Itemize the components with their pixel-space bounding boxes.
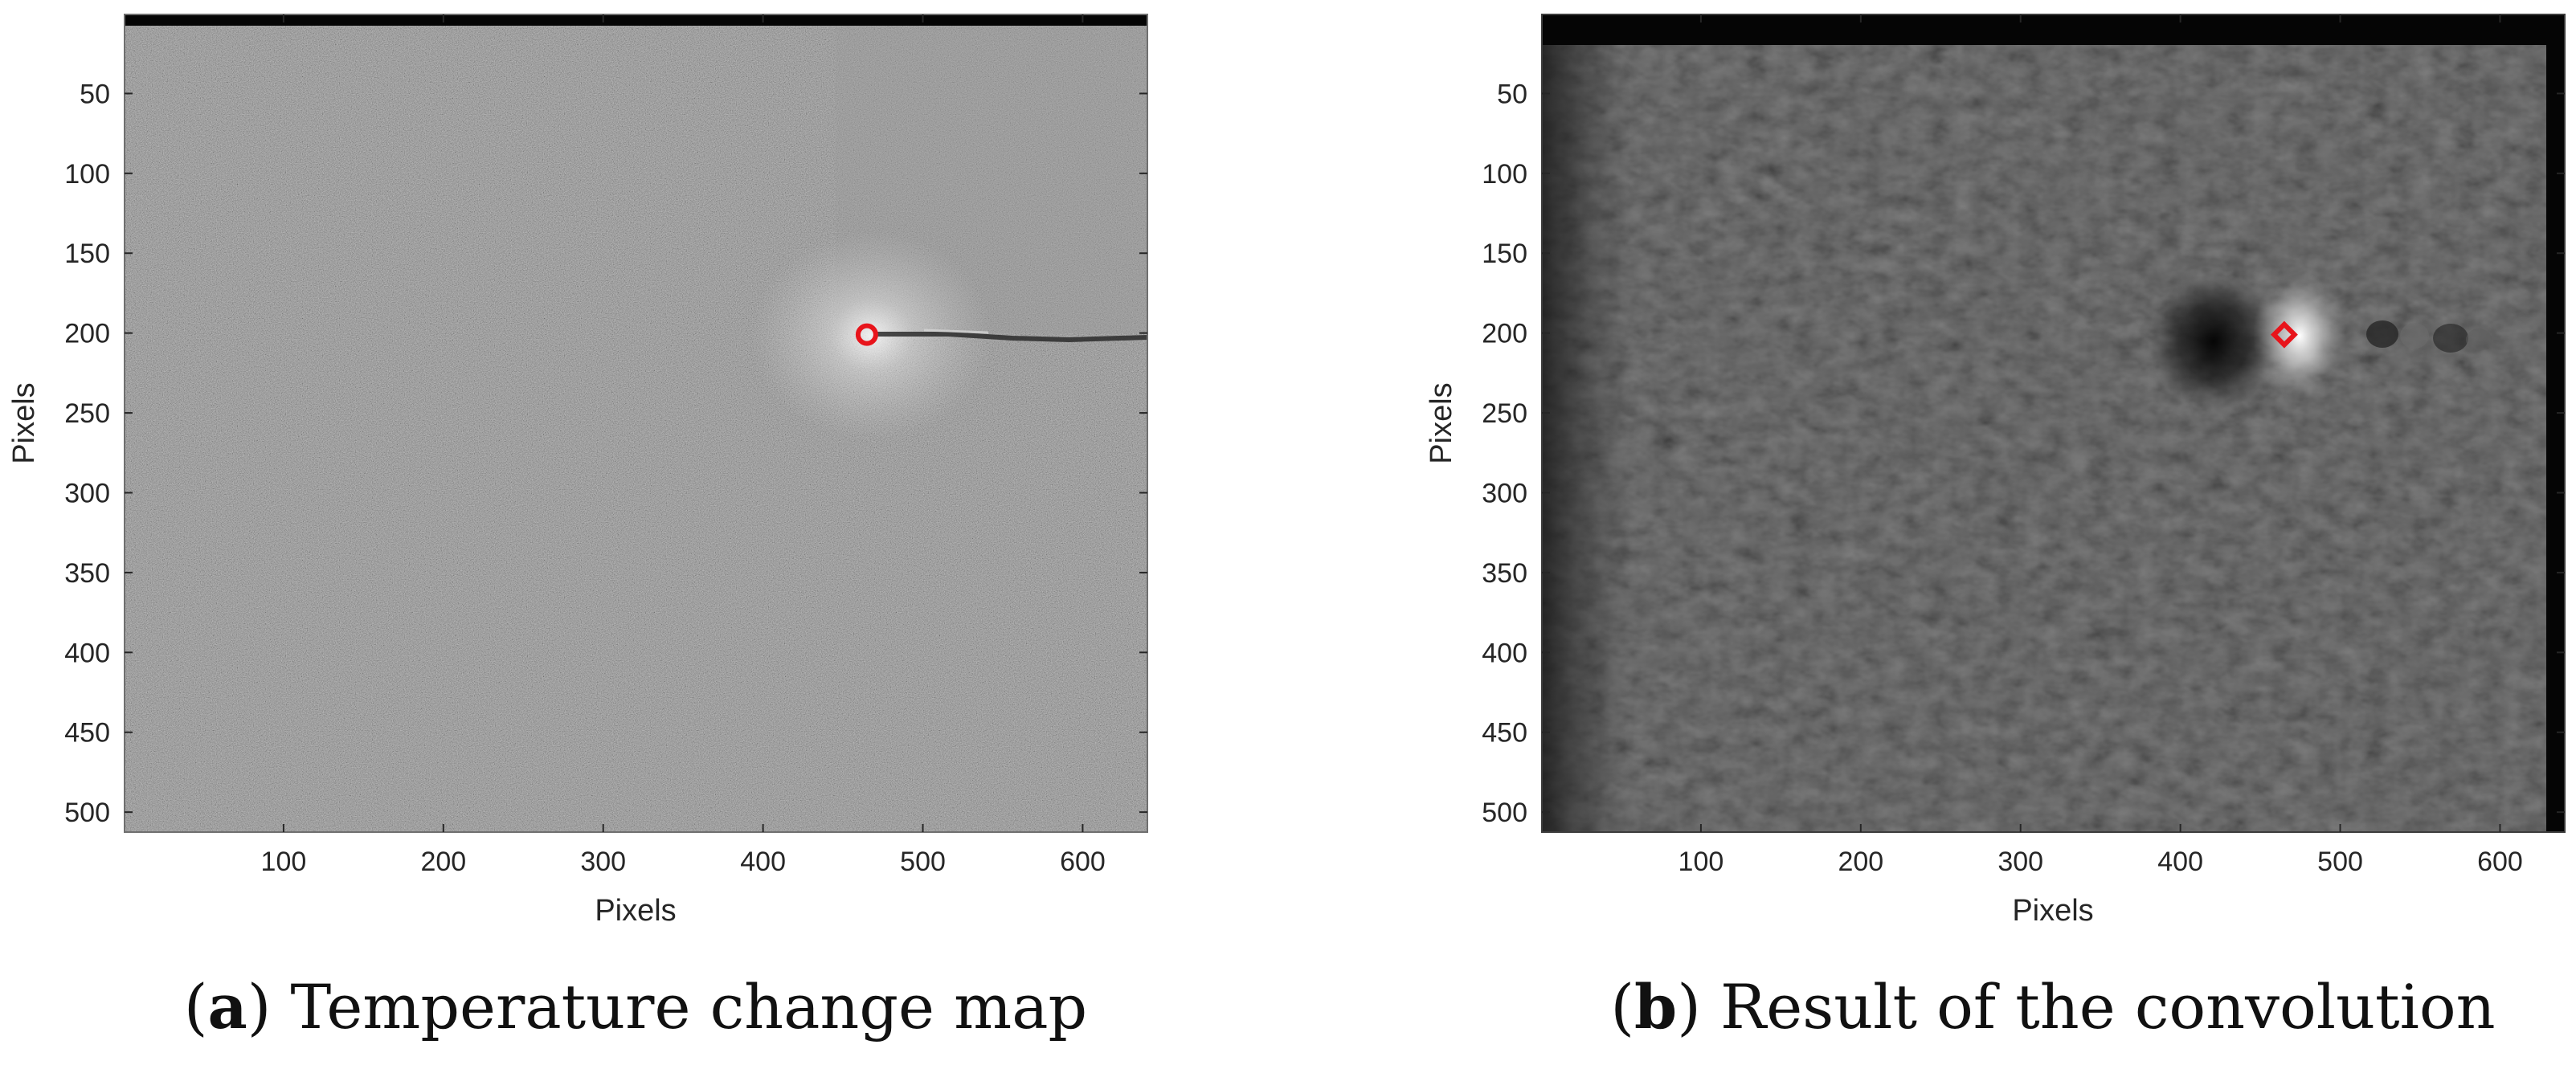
dark-lobe: [2149, 273, 2278, 410]
panel-caption: (a) Temperature change map: [184, 971, 1087, 1043]
panel-letter: a: [207, 971, 247, 1043]
y-tick-label: 250: [64, 398, 110, 429]
y-tick-label: 500: [64, 798, 110, 828]
x-tick-label: 600: [2477, 847, 2523, 877]
caption-text: Temperature change map: [271, 971, 1087, 1043]
x-axis-label: Pixels: [595, 894, 676, 928]
y-tick-label: 50: [1497, 79, 1527, 109]
y-tick-label: 300: [64, 478, 110, 508]
caption-text: Result of the convolution: [1701, 971, 2496, 1043]
x-tick-label: 500: [2317, 847, 2363, 877]
y-tick-label: 400: [64, 638, 110, 668]
image-border-band-top: [1542, 14, 2565, 45]
y-tick-label: 450: [64, 718, 110, 749]
panel-convolution-result: 100 200 300 400 500 600 50 100 150 200 250 300 350 40…: [1425, 14, 2566, 1043]
crack-blob: [2400, 323, 2429, 349]
bright-lobe: [2253, 271, 2346, 400]
image-border-band: [125, 14, 1147, 26]
y-tick-label: 50: [80, 79, 110, 109]
axes-frame: [124, 14, 1148, 833]
x-tick-label: 400: [2157, 847, 2203, 877]
crack-blob: [2433, 324, 2468, 353]
y-tick-label: 400: [1482, 638, 1527, 668]
panel-caption: (b) Result of the convolution: [1610, 971, 2495, 1043]
heatmap-noise-texture: [125, 14, 1147, 832]
crack-tip-marker: [855, 323, 878, 346]
y-tick-label: 500: [1482, 798, 1527, 828]
axis-ticks: 100 200 300 400 500 600 50 100 150 200 250 300 350 40…: [64, 14, 1147, 877]
hot-spot-glow: [751, 231, 992, 440]
crack-highlight: [923, 328, 989, 334]
axes-frame: [1541, 14, 2566, 833]
x-tick-label: 100: [1678, 847, 1724, 877]
x-axis-label: Pixels: [2012, 894, 2093, 928]
y-tick-label: 100: [64, 159, 110, 190]
crack-tip-marker: [2270, 320, 2298, 349]
panel-temperature-change-map: 100 200 300 400 500 600 50 100 150 200 250 300 350 40…: [7, 14, 1148, 1043]
y-axis-label: Pixels: [1425, 382, 1458, 463]
x-tick-label: 200: [420, 847, 466, 877]
x-tick-label: 300: [580, 847, 626, 877]
x-tick-label: 400: [740, 847, 786, 877]
x-tick-label: 600: [1060, 847, 1106, 877]
crack-blob: [2366, 320, 2398, 348]
y-tick-label: 450: [1482, 718, 1527, 749]
crack-line: [876, 332, 1147, 343]
x-tick-label: 100: [261, 847, 307, 877]
x-tick-label: 300: [1997, 847, 2043, 877]
image-border-band-right: [2546, 14, 2565, 832]
y-tick-label: 200: [64, 319, 110, 349]
axis-ticks: 100 200 300 400 500 600 50 100 150 200 250 300 350 40…: [1482, 14, 2565, 877]
y-tick-label: 150: [1482, 239, 1527, 269]
x-tick-label: 500: [900, 847, 946, 877]
x-tick-label: 200: [1838, 847, 1883, 877]
y-tick-label: 350: [1482, 558, 1527, 589]
y-tick-label: 350: [64, 558, 110, 589]
y-tick-label: 300: [1482, 478, 1527, 508]
heatmap-soft-texture: [1542, 14, 2565, 832]
panel-letter: b: [1634, 971, 1677, 1043]
y-tick-label: 100: [1482, 159, 1527, 190]
left-edge-shade: [1542, 14, 1630, 832]
y-tick-label: 150: [64, 239, 110, 269]
y-axis-label: Pixels: [7, 382, 41, 463]
crack-blob: [2466, 328, 2492, 351]
y-tick-label: 250: [1482, 398, 1527, 429]
y-tick-label: 200: [1482, 319, 1527, 349]
